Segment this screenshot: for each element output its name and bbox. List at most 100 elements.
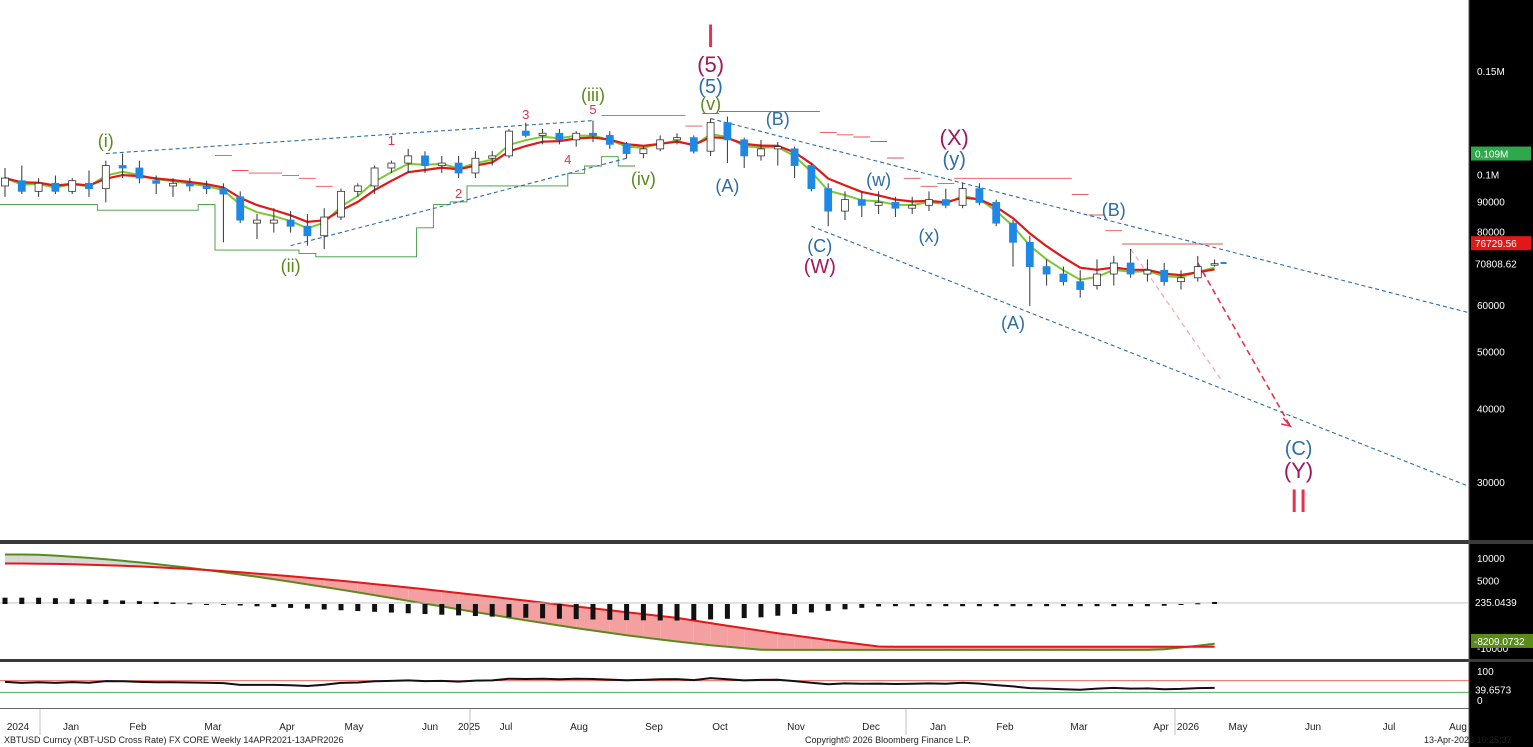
wave-label: (w) (866, 170, 891, 190)
macd-histogram-bar (775, 604, 781, 616)
macd-histogram-bar (976, 604, 982, 607)
candles-layer (1, 116, 1219, 306)
wave-label: I (706, 18, 715, 54)
candle-body (202, 185, 211, 190)
macd-fill (5, 554, 22, 564)
red-line-value-tag: 76729.56 (1475, 239, 1517, 250)
wave-label: (ii) (281, 256, 301, 276)
x-tick-label: Feb (129, 722, 147, 733)
wave-label: (W) (804, 256, 836, 278)
macd-fill (794, 635, 812, 650)
candle-body (622, 143, 631, 154)
candle-body (874, 202, 883, 206)
candle-body (387, 162, 396, 169)
candle-body (1093, 273, 1101, 286)
instrument-caption: XBTUSD Curncy (XBT-USD Cross Rate) FX CO… (4, 735, 343, 745)
macd-histogram-bar (724, 604, 730, 619)
macd-fill (576, 606, 593, 631)
candle-body (337, 190, 345, 218)
lower-wedge-line (290, 157, 627, 247)
candle-body (219, 188, 228, 195)
candle-body (1, 177, 9, 187)
price-tick-label: 0.1M (1477, 171, 1499, 182)
macd-histogram-bar (708, 604, 714, 620)
x-tick-label: Aug (1449, 722, 1467, 733)
macd-fill (643, 614, 661, 640)
macd-fill (811, 637, 829, 650)
macd-fill (626, 612, 644, 638)
x-tick-label: Jul (1383, 722, 1396, 733)
candle-body (353, 185, 362, 192)
macd-histogram-bar (422, 604, 428, 615)
candle-body (589, 132, 597, 136)
candle-body (757, 148, 765, 157)
macd-histogram-bar (892, 604, 898, 607)
candle-body (706, 122, 715, 152)
macd-histogram-bar (204, 603, 210, 605)
macd-fill (693, 620, 711, 646)
macd-histogram-bar (1060, 604, 1066, 607)
macd-histogram-bar (456, 604, 462, 616)
macd-fill (710, 623, 728, 647)
macd-fill (660, 616, 677, 642)
macd-histogram-bar (1044, 604, 1050, 607)
last-price-tag: 70808.62 (1475, 260, 1517, 271)
macd-fill (777, 633, 795, 650)
macd-histogram-bar (153, 601, 159, 604)
candle-body (1059, 273, 1068, 283)
candle-body (925, 199, 933, 206)
candle-body (673, 137, 681, 141)
macd-fill (357, 582, 375, 596)
wave-label: (A) (1001, 313, 1025, 333)
macd-fill (38, 554, 56, 564)
macd-tick-label: 5000 (1477, 577, 1500, 588)
red-line-value-tag-box (1471, 236, 1531, 251)
upper-wedge-line (105, 120, 594, 155)
wave-label: (iii) (581, 85, 605, 105)
macd-fill (744, 628, 761, 650)
lower-channel-line (811, 225, 1470, 487)
x-tick-label: Mar (204, 722, 222, 733)
macd-histogram-bar (1027, 604, 1033, 607)
price-tick-label: 50000 (1477, 348, 1505, 359)
candle-body (1160, 269, 1169, 283)
macd-histogram-bar (36, 597, 42, 604)
axis-layer: 0.15M0.1M9000080000600005000040000300000… (7, 67, 1533, 735)
panel-separator-1 (0, 540, 1533, 544)
macd-fill (525, 600, 543, 623)
rsi-layer (0, 677, 1469, 693)
wave-label: 4 (564, 152, 571, 167)
x-tick-label: Mar (1070, 722, 1088, 733)
candle-body (471, 157, 480, 174)
candle-body (185, 182, 194, 187)
price-tick-label: 80000 (1477, 228, 1505, 239)
candle-body (1109, 262, 1118, 275)
candle-body (1193, 266, 1202, 279)
x-tick-label: Jun (422, 722, 438, 733)
wave-label: 5 (589, 102, 596, 117)
x-tick-label: Jan (63, 722, 79, 733)
wave-label: (5) (698, 76, 722, 98)
candle-body (320, 216, 329, 237)
macd-histogram-bar (960, 604, 966, 607)
candle-body (437, 162, 446, 166)
macd-histogram-bar (271, 604, 277, 608)
wave-label: (y) (943, 149, 966, 171)
macd-histogram-bar (876, 604, 882, 607)
candle-body (51, 182, 60, 192)
macd-histogram-bar (1111, 604, 1117, 607)
candle-body (101, 165, 110, 190)
x-tick-label: May (345, 722, 364, 733)
candle-body (1025, 241, 1034, 268)
candle-body (303, 225, 312, 237)
macd-histogram-bar (254, 604, 260, 607)
macd-histogram-bar (674, 604, 680, 621)
candle-body (656, 139, 665, 150)
macd-histogram-bar (859, 604, 865, 608)
macd-fill (609, 610, 627, 636)
macd-histogram-bar (926, 604, 932, 607)
wave-label: (v) (700, 94, 721, 114)
macd-fill (441, 591, 459, 610)
macd-histogram-bar (288, 604, 294, 608)
